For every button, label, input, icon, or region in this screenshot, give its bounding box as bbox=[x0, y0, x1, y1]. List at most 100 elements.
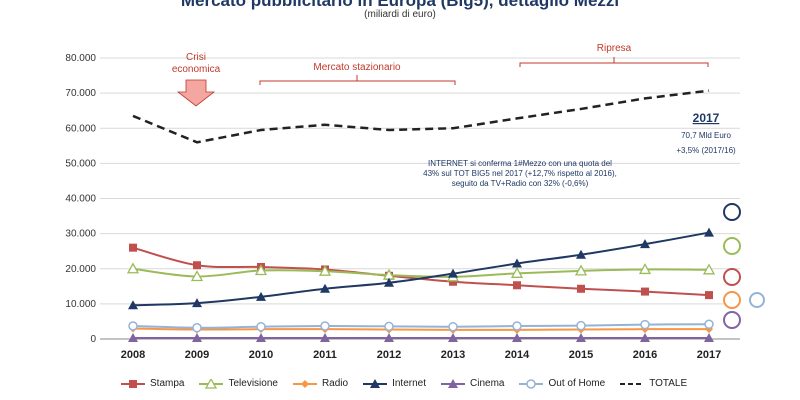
series-line bbox=[132, 89, 710, 144]
series-cinema bbox=[128, 332, 714, 342]
legend-item: Radio bbox=[292, 378, 348, 389]
x-tick-label: 2012 bbox=[377, 349, 401, 361]
chart-title: Mercato pubblicitario in Europa (Big5), … bbox=[180, 0, 620, 10]
annotation-internet-note: seguito da TV+Radio con 32% (-0,6%) bbox=[452, 179, 589, 188]
data-point bbox=[577, 284, 585, 293]
x-tick-label: 2017 bbox=[697, 349, 721, 361]
legend-swatch bbox=[363, 378, 388, 388]
x-tick-label: 2013 bbox=[441, 349, 465, 361]
data-point bbox=[192, 323, 202, 333]
x-tick-label: 2008 bbox=[121, 349, 145, 361]
data-point bbox=[192, 332, 202, 342]
annotation-stazionario: Mercato stazionario bbox=[313, 62, 401, 73]
data-point bbox=[526, 378, 537, 389]
chart-subtitle: (miliardi di euro) bbox=[364, 9, 436, 20]
data-point bbox=[641, 287, 649, 296]
data-point bbox=[256, 321, 266, 332]
data-point bbox=[190, 270, 204, 282]
legend-label: Out of Home bbox=[548, 378, 606, 389]
annotation-year: 2017 bbox=[693, 111, 720, 125]
data-point bbox=[384, 321, 394, 332]
series-line bbox=[132, 231, 710, 307]
y-tick-label: 50.000 bbox=[65, 158, 96, 169]
data-point bbox=[576, 249, 586, 259]
data-point bbox=[448, 332, 458, 342]
data-point bbox=[126, 262, 140, 274]
radio-icon bbox=[723, 291, 741, 309]
data-point bbox=[129, 243, 137, 252]
legend-swatch bbox=[519, 378, 544, 389]
data-point bbox=[512, 258, 522, 268]
data-point bbox=[449, 277, 457, 286]
legend-label: TOTALE bbox=[649, 378, 688, 389]
data-point bbox=[705, 291, 713, 300]
globe-icon bbox=[723, 203, 741, 221]
x-tick-label: 2014 bbox=[505, 349, 530, 361]
ripresa-bracket bbox=[519, 62, 709, 67]
x-tick-label: 2016 bbox=[633, 349, 657, 361]
data-point bbox=[574, 264, 588, 276]
legend-label: Televisione bbox=[228, 378, 278, 389]
annotation-total-change: +3,5% (2017/16) bbox=[676, 146, 736, 155]
data-point bbox=[256, 291, 266, 301]
x-tick-label: 2010 bbox=[249, 349, 273, 361]
data-point bbox=[513, 281, 521, 290]
data-point bbox=[510, 266, 524, 278]
data-point bbox=[638, 263, 652, 275]
series-internet bbox=[128, 227, 714, 310]
tv-icon bbox=[723, 237, 741, 255]
film-icon bbox=[723, 311, 741, 329]
y-tick-label: 20.000 bbox=[65, 264, 96, 275]
data-point bbox=[384, 277, 394, 287]
data-point bbox=[320, 283, 330, 293]
data-point bbox=[640, 332, 650, 342]
data-point bbox=[512, 321, 522, 331]
data-point bbox=[704, 332, 714, 342]
legend-item: Internet bbox=[362, 378, 426, 389]
series-totale bbox=[132, 89, 710, 144]
y-tick-label: 60.000 bbox=[65, 123, 96, 134]
legend-item: Stampa bbox=[120, 378, 184, 389]
data-point bbox=[193, 261, 201, 270]
data-point bbox=[702, 263, 716, 275]
newspaper-icon bbox=[723, 268, 741, 286]
billboard-icon bbox=[749, 292, 765, 308]
annotation-ripresa: Ripresa bbox=[597, 43, 632, 54]
data-point bbox=[640, 319, 650, 330]
data-point bbox=[448, 321, 458, 332]
legend-swatch bbox=[121, 379, 145, 388]
x-tick-label: 2011 bbox=[313, 349, 337, 361]
data-point bbox=[128, 321, 138, 331]
data-point bbox=[704, 319, 714, 329]
legend-swatch bbox=[441, 378, 466, 388]
series-line bbox=[132, 267, 710, 278]
annotation-internet-note: 43% sul TOT BIG5 nel 2017 (+12,7% rispet… bbox=[423, 169, 617, 178]
data-point bbox=[384, 332, 394, 342]
legend-label: Cinema bbox=[470, 378, 505, 389]
data-point bbox=[318, 264, 332, 276]
legend-item: Out of Home bbox=[518, 378, 605, 389]
legend-item: Televisione bbox=[198, 378, 278, 389]
y-tick-label: 40.000 bbox=[65, 194, 96, 205]
series-out-of-home bbox=[128, 319, 714, 333]
chart-legend: Stampa Televisione Radio Internet Cinema Out … bbox=[120, 378, 740, 389]
data-point bbox=[300, 379, 309, 388]
series-line bbox=[132, 327, 710, 331]
legend-swatch bbox=[199, 378, 224, 389]
y-tick-label: 10.000 bbox=[65, 299, 96, 310]
data-point bbox=[576, 332, 586, 342]
legend-label: Radio bbox=[321, 378, 349, 389]
series-line bbox=[132, 246, 710, 297]
data-point bbox=[448, 378, 459, 388]
y-tick-label: 70.000 bbox=[65, 88, 96, 99]
series-line bbox=[132, 323, 710, 329]
data-point bbox=[320, 321, 330, 331]
data-point bbox=[640, 239, 650, 249]
legend-label: Internet bbox=[392, 378, 427, 389]
annotation-internet-note: INTERNET si conferma 1#Mezzo con una quo… bbox=[428, 159, 612, 168]
annotation-crisi: Crisi bbox=[186, 52, 206, 63]
data-point bbox=[704, 227, 714, 237]
data-point bbox=[320, 332, 330, 342]
annotation-crisi: economica bbox=[172, 64, 221, 75]
